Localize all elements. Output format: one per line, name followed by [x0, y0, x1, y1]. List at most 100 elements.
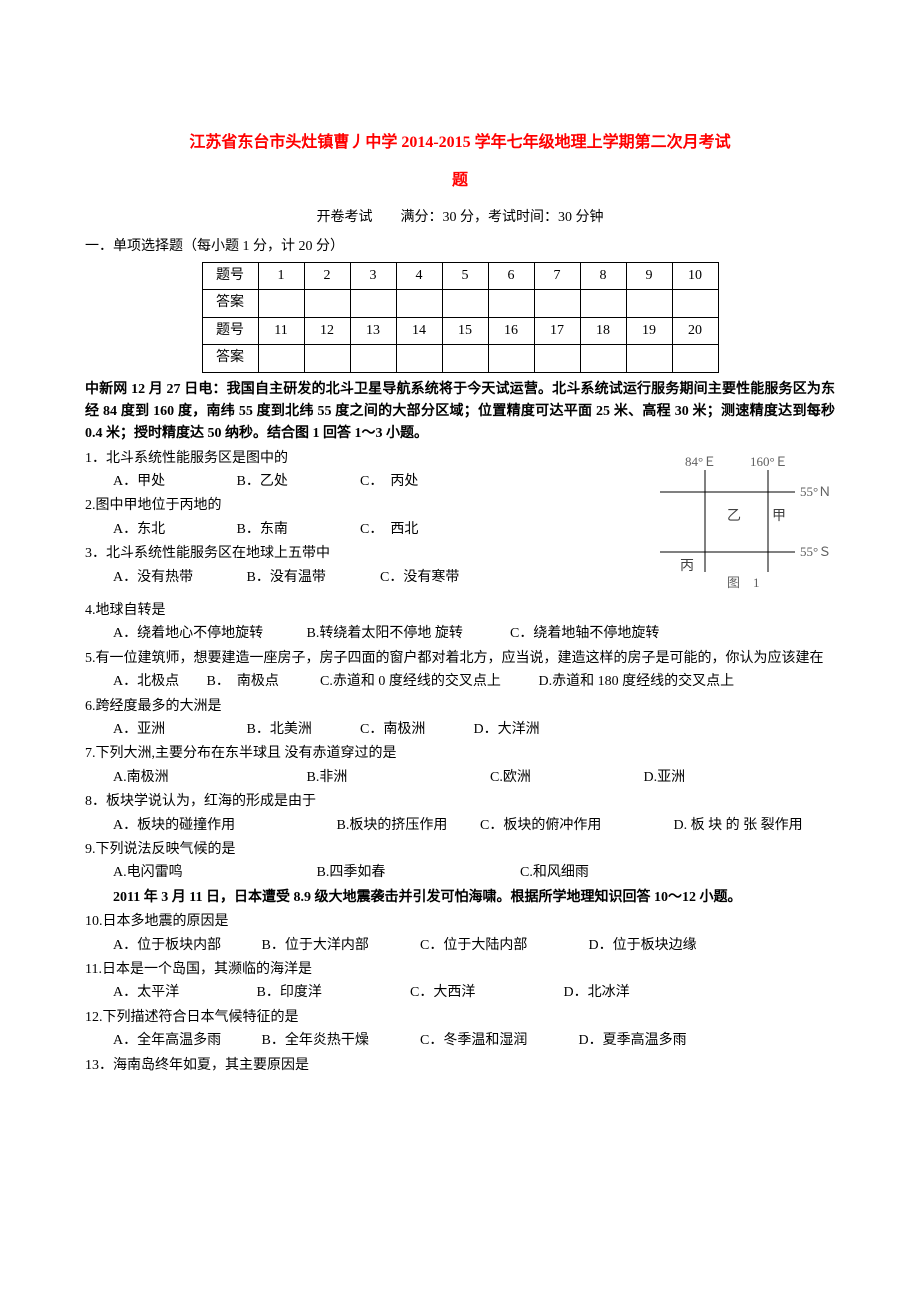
q8-optc: C．板块的俯冲作用 — [480, 815, 670, 837]
q12-options: A．全年高温多雨 B．全年炎热干燥 C．冬季温和湿润 D．夏季高温多雨 — [85, 1030, 835, 1052]
cell[interactable] — [580, 290, 626, 317]
q9-optc: C.和风细雨 — [520, 865, 589, 880]
cell: 8 — [580, 262, 626, 289]
cell[interactable] — [350, 290, 396, 317]
cell: 3 — [350, 262, 396, 289]
q11-optb: B．印度洋 — [257, 982, 407, 1004]
q10-text: 10.日本多地震的原因是 — [85, 911, 835, 933]
q6-text: 6.跨经度最多的大洲是 — [85, 696, 835, 718]
cell[interactable] — [258, 345, 304, 372]
cell: 10 — [672, 262, 718, 289]
q7-opta: A.南极洲 — [113, 767, 303, 789]
cell: 5 — [442, 262, 488, 289]
q4-optc: C．绕着地轴不停地旋转 — [510, 626, 659, 641]
q5-optb: B． 南极点 — [207, 671, 317, 693]
q6-options: A．亚洲 B．北美洲 C．南极洲 D．大洋洲 — [85, 719, 835, 741]
q6-optc: C．南极洲 — [360, 719, 470, 741]
fig-region-yi: 乙 — [727, 508, 741, 524]
cell: 14 — [396, 317, 442, 344]
cell[interactable] — [304, 290, 350, 317]
cell[interactable] — [442, 290, 488, 317]
cell: 15 — [442, 317, 488, 344]
cell: 20 — [672, 317, 718, 344]
cell: 17 — [534, 317, 580, 344]
q11-optc: C．大西洋 — [410, 982, 560, 1004]
cell[interactable] — [396, 345, 442, 372]
cell[interactable] — [488, 290, 534, 317]
cell[interactable] — [626, 290, 672, 317]
q9-text: 9.下列说法反映气候的是 — [85, 839, 835, 861]
q7-optb: B.非洲 — [307, 767, 487, 789]
q6-optb: B．北美洲 — [247, 719, 357, 741]
figure1: 84°Ｅ 160°Ｅ 55°Ｎ 55°Ｓ 乙 甲 丙 图 1 — [655, 452, 835, 600]
passage1: 中新网 12 月 27 日电：我国自主研发的北斗卫星导航系统将于今天试运营。北斗… — [85, 379, 835, 446]
q5-optc: C.赤道和 0 度经线的交叉点上 — [320, 671, 535, 693]
q4-text: 4.地球自转是 — [85, 600, 835, 622]
cell-label: 题号 — [202, 317, 258, 344]
exam-title-line2: 题 — [85, 168, 835, 194]
cell: 12 — [304, 317, 350, 344]
cell[interactable] — [304, 345, 350, 372]
q6-opta: A．亚洲 — [113, 719, 243, 741]
q11-optd: D．北冰洋 — [564, 985, 630, 1000]
cell[interactable] — [672, 290, 718, 317]
q13-text: 13．海南岛终年如夏，其主要原因是 — [85, 1055, 835, 1077]
cell[interactable] — [626, 345, 672, 372]
q7-optc: C.欧洲 — [490, 767, 640, 789]
q8-opta: A．板块的碰撞作用 — [113, 815, 333, 837]
q12-text: 12.下列描述符合日本气候特征的是 — [85, 1007, 835, 1029]
q10-opta: A．位于板块内部 — [113, 935, 258, 957]
q8-optb: B.板块的挤压作用 — [337, 815, 477, 837]
q5-opta: A．北极点 — [113, 671, 203, 693]
q2-optc: C． 西北 — [360, 522, 418, 537]
section1-title: 一．单项选择题（每小题 1 分，计 20 分） — [85, 236, 835, 258]
q11-options: A．太平洋 B．印度洋 C．大西洋 D．北冰洋 — [85, 982, 835, 1004]
cell: 6 — [488, 262, 534, 289]
answer-table: 题号 1 2 3 4 5 6 7 8 9 10 答案 题号 11 12 13 1… — [202, 262, 719, 373]
cell: 18 — [580, 317, 626, 344]
cell: 16 — [488, 317, 534, 344]
q3-optb: B．没有温带 — [247, 567, 377, 589]
cell[interactable] — [534, 345, 580, 372]
fig-region-bing: 丙 — [680, 559, 694, 574]
q1-opta: A．甲处 — [113, 471, 233, 493]
q9-options: A.电闪雷鸣 B.四季如春 C.和风细雨 — [85, 862, 835, 884]
q5-options: A．北极点 B． 南极点 C.赤道和 0 度经线的交叉点上 D.赤道和 180 … — [85, 671, 835, 693]
q5-optd: D.赤道和 180 度经线的交叉点上 — [539, 674, 735, 689]
q3-opta: A．没有热带 — [113, 567, 243, 589]
cell: 19 — [626, 317, 672, 344]
q2-optb: B．东南 — [237, 519, 357, 541]
fig-caption: 图 1 — [727, 575, 760, 590]
q9-opta: A.电闪雷鸣 — [113, 862, 313, 884]
q1-optc: C． 丙处 — [360, 474, 418, 489]
cell[interactable] — [396, 290, 442, 317]
q11-text: 11.日本是一个岛国，其濒临的海洋是 — [85, 959, 835, 981]
cell: 1 — [258, 262, 304, 289]
fig-label-84: 84°Ｅ — [685, 454, 716, 469]
cell[interactable] — [534, 290, 580, 317]
cell[interactable] — [580, 345, 626, 372]
q2-opta: A．东北 — [113, 519, 233, 541]
q4-optb: B.转绕着太阳不停地 旋转 — [307, 623, 507, 645]
table-row: 答案 — [202, 345, 718, 372]
cell: 13 — [350, 317, 396, 344]
table-row: 题号 11 12 13 14 15 16 17 18 19 20 — [202, 317, 718, 344]
q7-optd: D.亚洲 — [644, 770, 686, 785]
q3-optc: C．没有寒带 — [380, 570, 459, 585]
q12-optc: C．冬季温和湿润 — [420, 1030, 575, 1052]
q9-optb: B.四季如春 — [317, 862, 517, 884]
q10-options: A．位于板块内部 B．位于大洋内部 C．位于大陆内部 D．位于板块边缘 — [85, 935, 835, 957]
q6-optd: D．大洋洲 — [474, 722, 540, 737]
cell[interactable] — [672, 345, 718, 372]
q11-opta: A．太平洋 — [113, 982, 253, 1004]
cell: 4 — [396, 262, 442, 289]
cell[interactable] — [350, 345, 396, 372]
q8-options: A．板块的碰撞作用 B.板块的挤压作用 C．板块的俯冲作用 D. 板 块 的 张… — [85, 815, 835, 837]
q7-options: A.南极洲 B.非洲 C.欧洲 D.亚洲 — [85, 767, 835, 789]
cell[interactable] — [442, 345, 488, 372]
exam-info: 开卷考试 满分：30 分，考试时间：30 分钟 — [85, 207, 835, 229]
cell[interactable] — [488, 345, 534, 372]
fig-region-jia: 甲 — [772, 509, 786, 524]
cell[interactable] — [258, 290, 304, 317]
passage2: 2011 年 3 月 11 日，日本遭受 8.9 级大地震袭击并引发可怕海啸。根… — [85, 887, 835, 909]
